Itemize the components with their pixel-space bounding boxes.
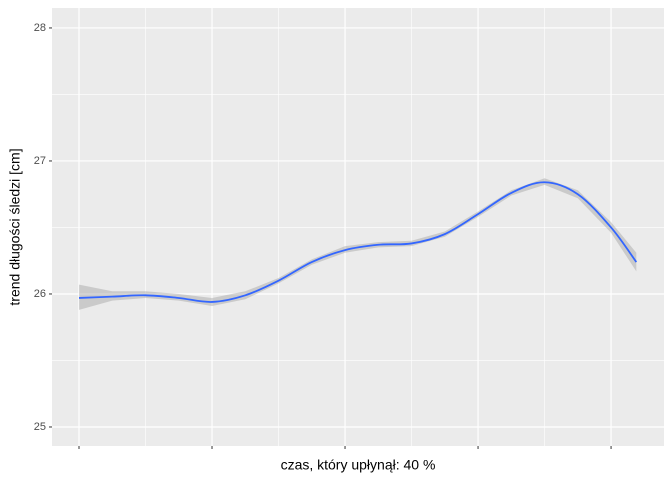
- y-tick-label: 26: [34, 288, 46, 300]
- y-tick-label: 25: [34, 421, 46, 433]
- x-axis-title: czas, który upłynął: 40 %: [281, 457, 436, 473]
- y-tick-label: 27: [34, 155, 46, 167]
- y-axis-title: trend długości śledzi [cm]: [7, 148, 23, 305]
- confidence-band: [79, 178, 637, 310]
- panel: [52, 8, 664, 446]
- y-tick-label: 28: [34, 22, 46, 34]
- trend-line: [78, 181, 638, 303]
